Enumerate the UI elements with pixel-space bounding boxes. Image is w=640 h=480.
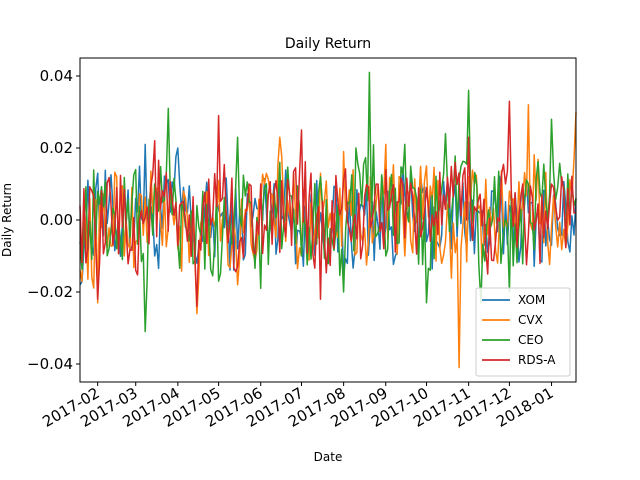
y-tick-label: −0.04 [27, 355, 73, 373]
series-line-rds-a [79, 100, 577, 308]
y-tick-label: 0.00 [40, 211, 73, 229]
y-axis-title: Daily Return [0, 183, 14, 257]
y-tick-label: 0.02 [40, 139, 73, 157]
legend-label-cvx: CVX [518, 313, 543, 327]
chart-title: Daily Return [285, 36, 371, 52]
series-line-ceo [79, 71, 577, 333]
x-axis-title: Date [314, 450, 343, 464]
y-tick-label: −0.02 [27, 283, 73, 301]
x-axis: 2017-022017-032017-042017-052017-062017-… [39, 382, 557, 431]
legend-label-xom: XOM [518, 293, 545, 307]
legend-items: XOM CVX CEO RDS-A [482, 293, 556, 367]
legend: XOM CVX CEO RDS-A [475, 287, 571, 377]
legend-label-ceo: CEO [518, 333, 543, 347]
y-axis: −0.04 −0.02 0.00 0.02 0.04 [27, 67, 80, 373]
y-tick-label: 0.04 [40, 67, 73, 85]
legend-label-rds-a: RDS-A [518, 353, 556, 367]
series-layer [79, 71, 577, 369]
legend-box [475, 287, 571, 377]
